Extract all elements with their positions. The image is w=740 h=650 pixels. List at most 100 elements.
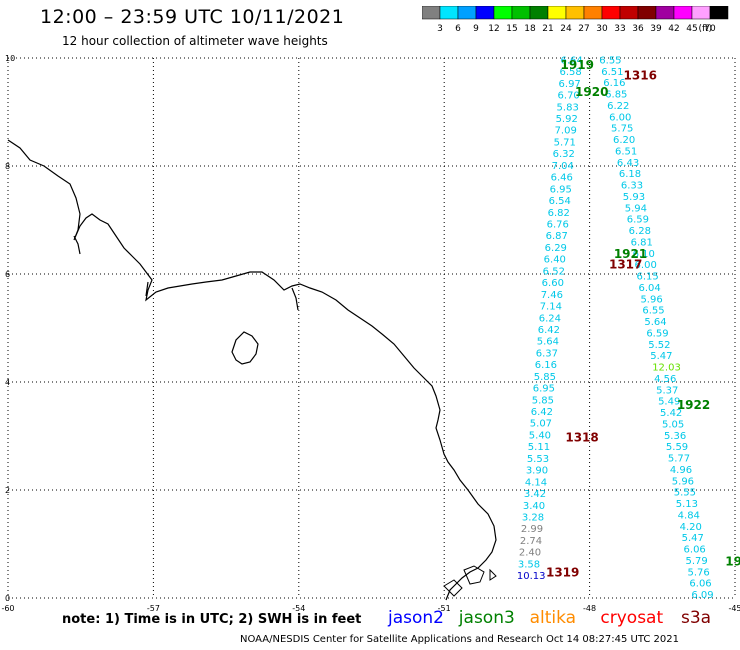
legend-label: 3 <box>437 24 443 34</box>
wave-height-label: 2.99 <box>521 524 543 535</box>
wave-height-label: 2.74 <box>520 536 542 547</box>
wave-height-label: 6.76 <box>547 219 569 230</box>
wave-height-label: 5.40 <box>529 430 551 441</box>
wave-height-label: 5.85 <box>534 372 556 383</box>
wave-height-label: 6.37 <box>536 348 558 359</box>
wave-height-label: 6.16 <box>535 360 557 371</box>
wave-height-label: 5.37 <box>656 385 678 396</box>
legend-label: 21 <box>542 24 553 34</box>
track-time-label: 1319 <box>546 565 579 579</box>
wave-height-label: 6.10 <box>633 249 655 260</box>
wave-height-label: 5.52 <box>648 340 670 351</box>
legend-label: 9 <box>473 24 479 34</box>
wave-height-label: 7.14 <box>540 302 562 313</box>
wave-height-label: 6.06 <box>689 579 711 590</box>
wave-height-label: 5.76 <box>687 567 709 578</box>
wave-height-label: 6.22 <box>607 101 629 112</box>
legend-label: 12 <box>488 24 499 34</box>
axis-tick-labels: -60 -57 -54 -51 -48 -45 0 2 4 6 8 10 <box>1 54 740 613</box>
legend-label: 45 <box>686 24 697 34</box>
wave-height-label: 6.32 <box>553 149 575 160</box>
observations-layer: 6.646.586.976.705.835.927.095.716.327.04… <box>517 55 714 601</box>
wave-height-label: 6.85 <box>605 90 627 101</box>
wave-height-label: 6.40 <box>544 255 566 266</box>
legend-label: 33 <box>614 24 625 34</box>
wave-height-label: 4.14 <box>525 477 547 488</box>
wave-height-label: 4.20 <box>680 522 702 533</box>
wave-height-label: 5.11 <box>528 442 550 453</box>
coastline-inlet <box>73 235 299 311</box>
wave-height-label: 6.87 <box>546 231 568 242</box>
satellite-s3a: s3a <box>681 608 712 628</box>
wave-height-label: 6.70 <box>558 91 580 102</box>
wave-height-label: 6.55 <box>642 306 664 317</box>
legend-label: 42 <box>668 24 679 34</box>
lat-tick-label: 2 <box>5 486 10 495</box>
wave-height-label: 6.97 <box>559 79 581 90</box>
wave-height-label: 6.00 <box>635 260 657 271</box>
wave-height-label: 5.36 <box>664 431 686 442</box>
wave-height-label: 4.96 <box>670 465 692 476</box>
lon-tick-label: -48 <box>583 604 596 613</box>
wave-height-label: 5.13 <box>676 499 698 510</box>
footer-note: note: 1) Time is in UTC; 2) SWH is in fe… <box>62 612 362 627</box>
wave-height-label: 5.05 <box>662 419 684 430</box>
track-time-label: 1922 <box>677 398 710 412</box>
wave-height-label: 6.58 <box>560 67 582 78</box>
wave-height-label: 3.90 <box>526 466 548 477</box>
wave-height-label: 6.09 <box>691 590 713 601</box>
wave-height-label: 6.64 <box>561 55 583 66</box>
wave-height-label: 5.75 <box>611 124 633 135</box>
wave-height-label: 5.77 <box>668 454 690 465</box>
track-time-label: 1318 <box>565 430 598 444</box>
wave-height-label: 6.16 <box>603 78 625 89</box>
wave-height-label: 5.93 <box>623 192 645 203</box>
legend-label: 70 <box>704 24 716 34</box>
delta-islands <box>443 565 497 597</box>
wave-height-label: 6.54 <box>549 196 571 207</box>
wave-height-label: 6.55 <box>599 55 621 66</box>
wave-height-label: 3.40 <box>523 501 545 512</box>
lon-tick-label: -45 <box>728 604 740 613</box>
wave-height-label: 3.58 <box>518 559 540 570</box>
wave-height-label: 4.56 <box>654 374 676 385</box>
legend-swatch <box>709 6 729 20</box>
wave-height-label: 5.96 <box>672 476 694 487</box>
wave-height-label: 6.46 <box>551 173 573 184</box>
wave-height-label: 6.52 <box>543 266 565 277</box>
wave-height-label: 7.09 <box>555 126 577 137</box>
wave-height-label: 3.28 <box>522 512 544 523</box>
wave-height-label: 4.84 <box>678 510 700 521</box>
satellite-altika: altika <box>529 608 577 628</box>
wave-height-label: 5.47 <box>682 533 704 544</box>
satellite-cryosat: cryosat <box>600 608 664 628</box>
track-time-label: 1317 <box>609 258 642 272</box>
lon-tick-label: -60 <box>1 604 14 613</box>
track-time-label: 1919 <box>561 58 594 72</box>
lat-tick-label: 10 <box>5 54 15 63</box>
wave-height-label: 6.43 <box>617 158 639 169</box>
wave-height-label: 5.59 <box>666 442 688 453</box>
wave-height-label: 2.40 <box>519 548 541 559</box>
wave-height-label: 5.55 <box>674 488 696 499</box>
wave-height-label: 5.94 <box>625 203 647 214</box>
wave-height-label: 6.59 <box>646 328 668 339</box>
wave-height-label: 5.47 <box>650 351 672 362</box>
wave-height-label: 6.15 <box>637 272 659 283</box>
wave-height-label: 6.28 <box>629 226 651 237</box>
wave-height-label: 5.71 <box>554 137 576 148</box>
legend-label: 6 <box>455 24 461 34</box>
legend-label: 36 <box>632 24 644 34</box>
wave-height-label: 6.81 <box>631 237 653 248</box>
lon-tick-label: -57 <box>147 604 160 613</box>
wave-height-label: 5.49 <box>658 397 680 408</box>
legend-label: 27 <box>578 24 589 34</box>
track-time-label: 1316 <box>624 69 657 83</box>
wave-height-label: 5.92 <box>556 114 578 125</box>
wave-height-label: 5.07 <box>530 419 552 430</box>
wave-height-label: 12.03 <box>652 363 681 374</box>
wave-height-label: 5.79 <box>686 556 708 567</box>
wave-height-label: 5.64 <box>644 317 666 328</box>
